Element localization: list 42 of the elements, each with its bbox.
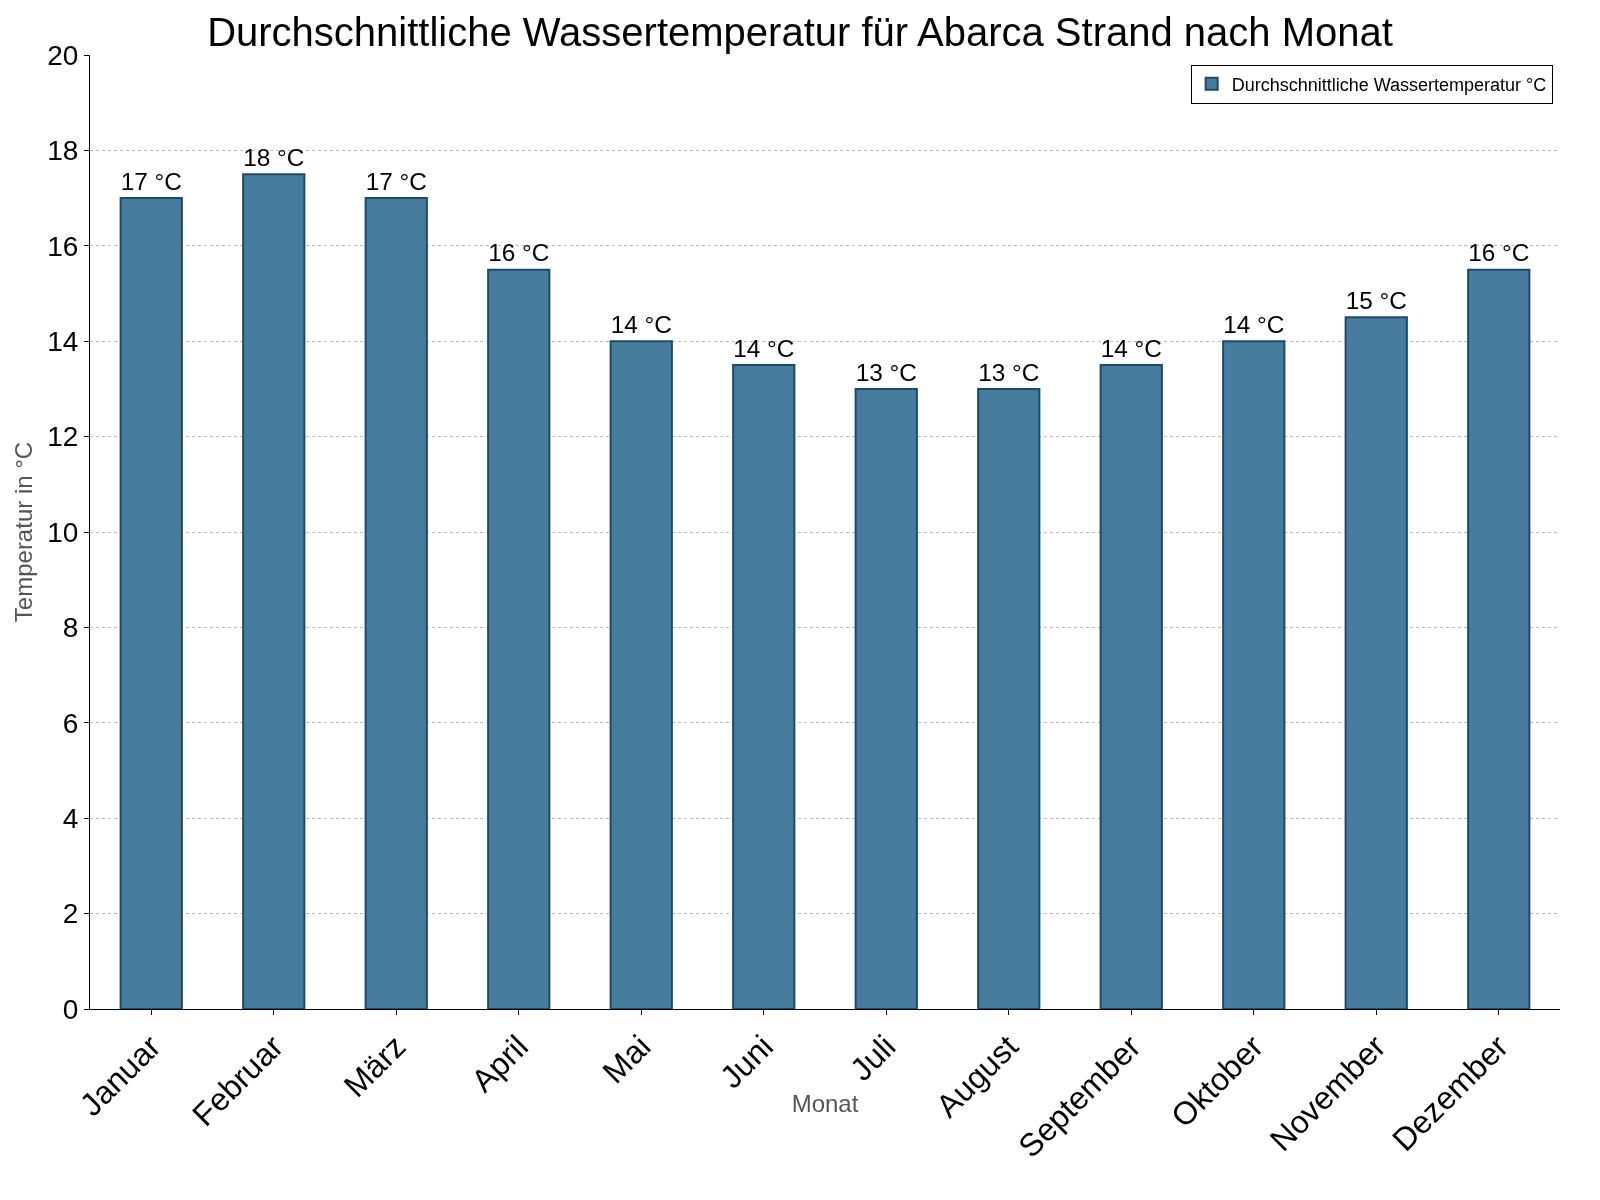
y-tick-label: 18 [47, 135, 79, 167]
data-label: 13 °C [855, 358, 917, 386]
data-label: 18 °C [243, 144, 305, 172]
bar [1099, 364, 1163, 1009]
data-label: 13 °C [978, 358, 1040, 386]
data-label: 14 °C [1223, 310, 1285, 338]
legend-label: Durchschnittliche Wassertemperatur °C [1231, 74, 1547, 95]
bar [364, 197, 428, 1009]
y-tick-label: 4 [62, 803, 79, 834]
bar [732, 364, 796, 1009]
data-label: 16 °C [1468, 239, 1530, 267]
y-tick-label: 12 [47, 421, 79, 453]
data-label: 17 °C [120, 167, 182, 195]
chart-title: Durchschnittliche Wassertemperatur für Abarca Strand nach Monat [207, 10, 1393, 54]
data-label: 14 °C [610, 310, 672, 338]
data-label: 14 °C [1100, 334, 1162, 362]
y-tick-label: 8 [62, 612, 79, 644]
y-tick-label: 6 [62, 707, 79, 739]
data-label: 15 °C [1345, 287, 1407, 315]
x-axis-title: Monat [791, 1089, 859, 1117]
y-tick-label: 14 [47, 326, 79, 357]
bar [487, 268, 551, 1009]
bar [609, 340, 673, 1009]
bar [977, 387, 1041, 1009]
bar [1344, 316, 1408, 1009]
y-tick-label: 16 [47, 230, 79, 262]
y-tick-label: 10 [47, 516, 79, 548]
bar [1467, 268, 1531, 1009]
x-tick-label: Juni [713, 1028, 781, 1096]
data-label: 14 °C [733, 334, 795, 362]
x-tick-label: Mai [595, 1028, 658, 1091]
data-label: 16 °C [488, 239, 550, 267]
y-axis-title: Temperatur in °C [10, 441, 37, 623]
bar [854, 387, 918, 1009]
y-tick-label: 2 [62, 898, 79, 930]
x-tick-label: Juli [843, 1028, 903, 1088]
bar [242, 173, 306, 1009]
bar [1222, 340, 1286, 1009]
data-label: 17 °C [365, 167, 427, 195]
bar [119, 197, 183, 1009]
y-tick-label: 0 [62, 993, 79, 1025]
y-tick-label: 20 [47, 39, 79, 71]
